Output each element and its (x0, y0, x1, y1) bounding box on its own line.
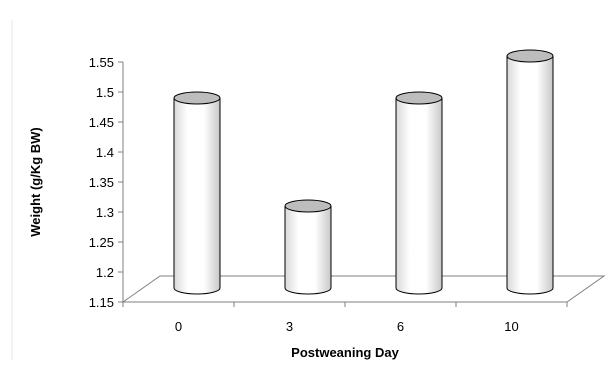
x-axis-ticks: 0 3 6 10 (122, 302, 568, 334)
y-tick-label: 1.2 (96, 265, 114, 280)
bar-body (284, 205, 332, 295)
y-tick-label: 1.15 (89, 295, 114, 310)
bar-body (173, 97, 221, 295)
bar (284, 199, 332, 295)
y-axis-ticks: 1.15 1.2 1.25 1.3 1.35 1.4 1.45 1.5 1.55 (89, 55, 123, 310)
x-tick-label: 0 (175, 319, 182, 334)
bar-top-cap (506, 49, 554, 63)
y-tick-label: 1.3 (96, 205, 114, 220)
y-tick-label: 1.45 (89, 115, 114, 130)
y-tick-label: 1.4 (96, 145, 114, 160)
x-tick-label: 10 (504, 319, 518, 334)
bar-top-cap (284, 199, 332, 213)
bar-top-cap (395, 91, 443, 105)
bar (506, 49, 554, 295)
y-tick-label: 1.5 (96, 85, 114, 100)
bar (173, 91, 221, 295)
y-tick-label: 1.55 (89, 55, 114, 70)
x-tick-label: 6 (397, 319, 404, 334)
y-tick-label: 1.35 (89, 175, 114, 190)
bar-series (173, 49, 554, 295)
y-tick-label: 1.25 (89, 235, 114, 250)
y-axis-title: Weight (g/Kg BW) (28, 127, 43, 237)
bar (395, 91, 443, 295)
bar-top-cap (173, 91, 221, 105)
bar-body (395, 97, 443, 295)
x-axis-title: Postweaning Day (291, 345, 399, 360)
bar-body (506, 55, 554, 295)
x-tick-label: 3 (286, 319, 293, 334)
